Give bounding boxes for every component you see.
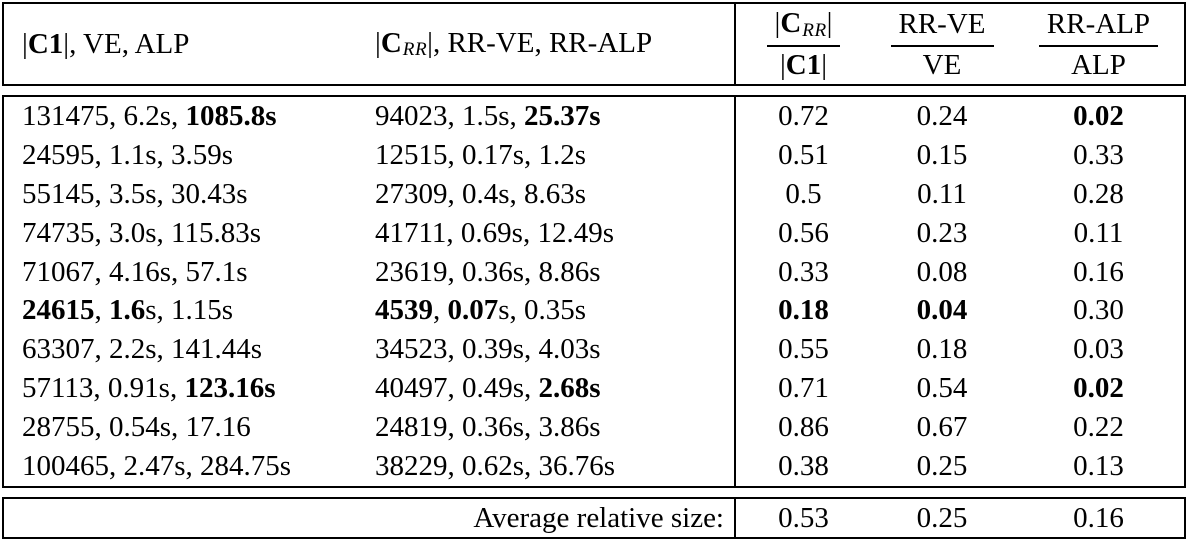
cell-ratio-alp: 0.11 xyxy=(1073,216,1124,249)
cell-ratio-ve: 0.23 xyxy=(916,216,968,249)
footer-avg-ratio-alp: 0.16 xyxy=(1073,502,1124,534)
cell-ratio-alp: 0.03 xyxy=(1073,333,1124,366)
table-row: 24595, 1.1s, 3.59s 12515, 0.17s, 1.2s 0.51… xyxy=(4,135,1184,175)
cell-c1-ve-alp: 55145, 3.5s, 30.43s xyxy=(22,177,248,210)
cell-crr-rrve-rralp: 34523, 0.39s, 4.03s xyxy=(375,333,601,366)
fraction-denominator: |C1| xyxy=(779,49,828,82)
table-row: 100465, 2.47s, 284.75s 38229, 0.62s, 36.7… xyxy=(4,447,1184,486)
fraction-denominator: VE xyxy=(922,48,962,81)
cell-crr-rrve-rralp: 94023, 1.5s, 25.37s xyxy=(375,100,601,132)
cell-ratio-size: 0.18 xyxy=(734,291,871,331)
table-row: 24615, 1.6s, 1.15s 4539, 0.07s, 0.35s 0.18… xyxy=(4,291,1184,331)
cell-c1-ve-alp: 24615, 1.6s, 1.15s xyxy=(22,294,234,327)
cell-ratio-size: 0.86 xyxy=(734,408,871,448)
fraction-rrve-over-ve: RR-VE VE xyxy=(890,7,994,81)
table-row: 71067, 4.16s, 57.1s 23619, 0.36s, 8.86s 0.… xyxy=(4,252,1184,292)
table-row: 57113, 0.91s, 123.16s 40497, 0.49s, 2.68s… xyxy=(4,369,1184,409)
cell-c1-ve-alp: 63307, 2.2s, 141.44s xyxy=(22,333,263,366)
cell-ratio-alp: 0.28 xyxy=(1073,177,1124,210)
cell-ratio-ve: 0.24 xyxy=(916,100,968,132)
cell-ratio-size: 0.56 xyxy=(734,213,871,253)
average-relative-size-label: Average relative size: xyxy=(473,502,724,534)
cell-crr-rrve-rralp: 27309, 0.4s, 8.63s xyxy=(375,177,587,210)
cell-ratio-size: 0.71 xyxy=(734,369,871,409)
cell-c1-ve-alp: 74735, 3.0s, 115.83s xyxy=(22,216,261,249)
cell-crr-rrve-rralp: 4539, 0.07s, 0.35s xyxy=(375,294,587,327)
cell-ratio-alp: 0.33 xyxy=(1073,138,1124,171)
cell-ratio-alp: 0.22 xyxy=(1073,411,1124,444)
cell-crr-rrve-rralp: 24819, 0.36s, 3.86s xyxy=(375,411,601,444)
cell-ratio-size: 0.5 xyxy=(734,174,871,214)
cell-crr-rrve-rralp: 41711, 0.69s, 12.49s xyxy=(375,216,614,249)
cell-ratio-ve: 0.25 xyxy=(916,450,968,483)
cell-ratio-ve: 0.11 xyxy=(917,177,967,210)
cell-crr-rrve-rralp: 38229, 0.62s, 36.76s xyxy=(375,450,616,483)
subscript-rr: RR xyxy=(802,19,827,41)
cell-ratio-ve: 0.67 xyxy=(916,411,968,444)
cell-ratio-ve: 0.04 xyxy=(916,294,968,327)
table-row: 74735, 3.0s, 115.83s 41711, 0.69s, 12.49s… xyxy=(4,213,1184,253)
cell-ratio-alp: 0.02 xyxy=(1073,372,1124,405)
table-row: 55145, 3.5s, 30.43s 27309, 0.4s, 8.63s 0.5… xyxy=(4,174,1184,214)
cell-ratio-alp: 0.30 xyxy=(1073,294,1124,327)
cell-ratio-ve: 0.18 xyxy=(916,333,968,366)
cell-ratio-size: 0.38 xyxy=(734,447,871,486)
cell-ratio-alp: 0.13 xyxy=(1073,450,1124,483)
table-header: |C1|, VE, ALP |CRR|, RR-VE, RR-ALP |CRR|… xyxy=(2,2,1186,86)
header-ratio-size: |CRR| |C1| xyxy=(734,4,871,84)
header-c1-label: |C1|, VE, ALP xyxy=(22,27,190,60)
cell-ratio-size: 0.51 xyxy=(734,135,871,175)
cell-ratio-size: 0.72 xyxy=(734,97,871,136)
table-body: 131475, 6.2s, 1085.8s 94023, 1.5s, 25.37s… xyxy=(2,95,1186,488)
header-ratio-ve: RR-VE VE xyxy=(871,4,1013,84)
cell-ratio-alp: 0.02 xyxy=(1073,100,1124,132)
cell-ratio-ve: 0.08 xyxy=(916,255,968,288)
fraction-numerator: |CRR| xyxy=(766,6,841,48)
footer-avg-ratio-size: 0.53 xyxy=(734,499,871,537)
cell-ratio-alp: 0.16 xyxy=(1073,255,1124,288)
table-row: 63307, 2.2s, 141.44s 34523, 0.39s, 4.03s 0… xyxy=(4,330,1184,370)
cell-c1-ve-alp: 28755, 0.54s, 17.16 xyxy=(22,411,251,444)
cell-crr-rrve-rralp: 23619, 0.36s, 8.86s xyxy=(375,255,601,288)
cell-c1-ve-alp: 71067, 4.16s, 57.1s xyxy=(22,255,248,288)
header-col-crr-rrve-rralp: |CRR|, RR-VE, RR-ALP xyxy=(359,4,734,84)
fraction-crr-over-c1: |CRR| |C1| xyxy=(766,6,841,82)
cell-ratio-ve: 0.15 xyxy=(916,138,968,171)
cell-crr-rrve-rralp: 12515, 0.17s, 1.2s xyxy=(375,138,587,171)
fraction-rralp-over-alp: RR-ALP ALP xyxy=(1038,7,1159,81)
table-row: 28755, 0.54s, 17.16 24819, 0.36s, 3.86s 0.… xyxy=(4,408,1184,448)
header-ratio-alp: RR-ALP ALP xyxy=(1013,4,1184,84)
cell-ratio-ve: 0.54 xyxy=(916,372,968,405)
cell-c1-ve-alp: 24595, 1.1s, 3.59s xyxy=(22,138,234,171)
table-footer: Average relative size: 0.53 0.25 0.16 xyxy=(2,497,1186,539)
cell-crr-rrve-rralp: 40497, 0.49s, 2.68s xyxy=(375,372,601,405)
subscript-rr: RR xyxy=(402,39,428,61)
cell-c1-ve-alp: 57113, 0.91s, 123.16s xyxy=(22,372,276,405)
fraction-numerator: RR-VE xyxy=(890,7,994,47)
cell-c1-ve-alp: 131475, 6.2s, 1085.8s xyxy=(22,100,277,132)
header-col-c1-ve-alp: |C1|, VE, ALP xyxy=(4,4,359,84)
table-row: 131475, 6.2s, 1085.8s 94023, 1.5s, 25.37s… xyxy=(4,97,1184,136)
header-crr-label: |CRR|, RR-VE, RR-ALP xyxy=(375,26,653,61)
footer-avg-ratio-ve: 0.25 xyxy=(916,502,968,534)
cell-ratio-size: 0.55 xyxy=(734,330,871,370)
fraction-numerator: RR-ALP xyxy=(1038,7,1159,47)
cell-c1-ve-alp: 100465, 2.47s, 284.75s xyxy=(22,450,292,483)
fraction-denominator: ALP xyxy=(1071,48,1126,81)
cell-ratio-size: 0.33 xyxy=(734,252,871,292)
